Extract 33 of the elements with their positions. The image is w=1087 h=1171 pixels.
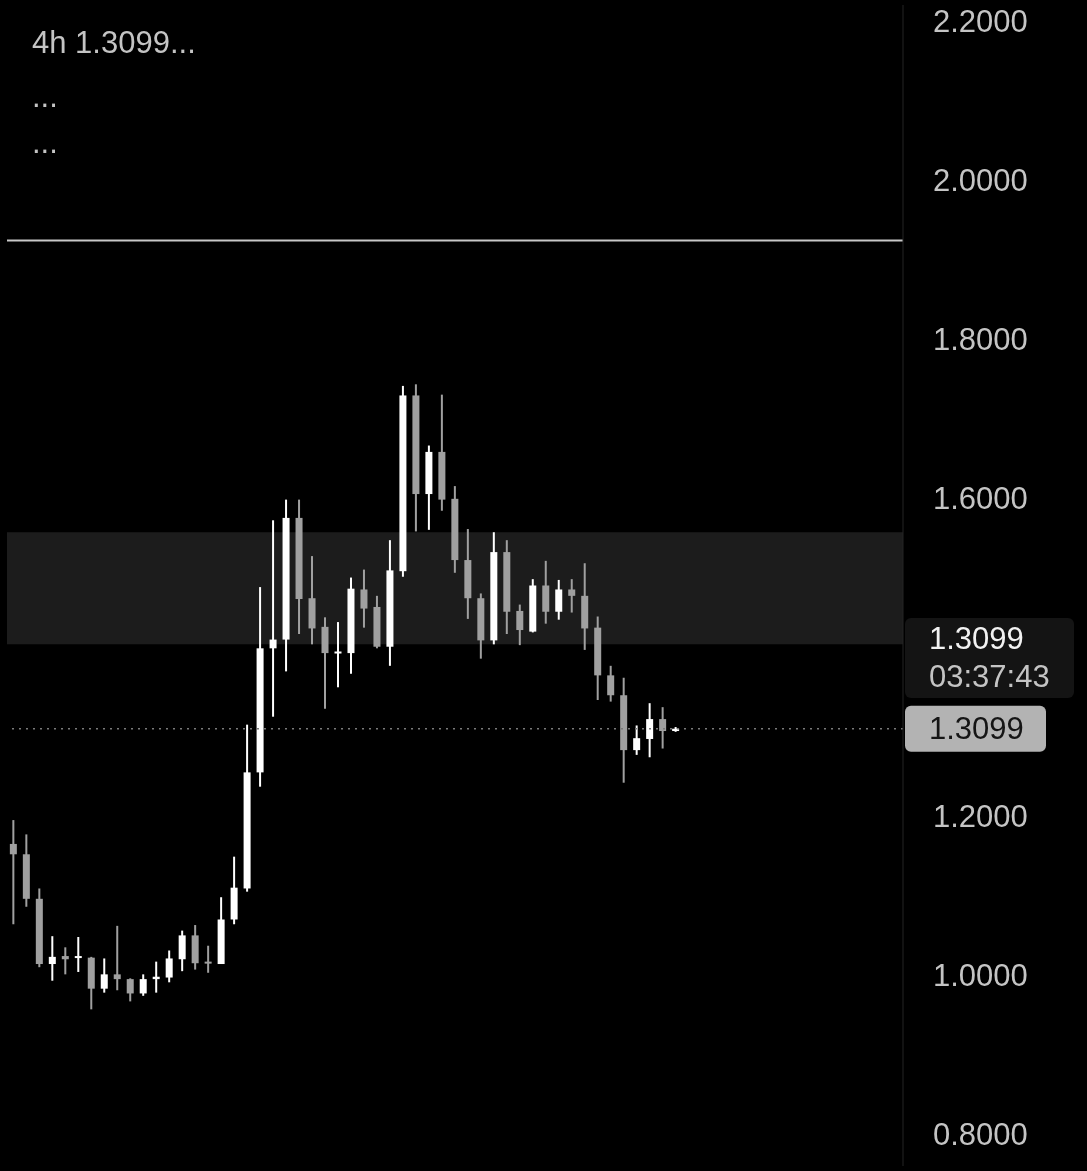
candlestick	[633, 724, 641, 756]
y-tick-label: 0.8000	[933, 1117, 1028, 1153]
candlestick	[568, 578, 576, 614]
candlestick	[74, 935, 82, 973]
candlestick	[178, 929, 186, 973]
candlestick	[204, 944, 212, 974]
y-tick-label: 1.2000	[933, 799, 1028, 835]
candlestick	[516, 603, 524, 647]
price-tag: 1.3099 03:37:43	[905, 617, 1074, 698]
candlestick	[61, 946, 69, 976]
candlestick	[165, 949, 173, 984]
ref-line-label: 1.3099	[929, 711, 1024, 747]
annotation: ...	[32, 78, 58, 116]
candlestick	[334, 621, 342, 689]
y-tick-label: 2.2000	[933, 3, 1028, 39]
y-tick-label: 1.6000	[933, 481, 1028, 517]
y-tick-label: 1.8000	[933, 321, 1028, 357]
candlestick	[607, 664, 615, 703]
text: 4h 1.3099...	[32, 24, 196, 62]
candlestick	[48, 935, 56, 982]
y-tick-label: 1.0000	[933, 958, 1028, 994]
candlestick	[659, 706, 667, 750]
candlestick	[269, 519, 277, 718]
y-tick-label: 2.0000	[933, 162, 1028, 198]
candlestick	[555, 578, 563, 621]
candlestick	[113, 924, 121, 992]
candlestick	[646, 702, 654, 759]
candlestick	[126, 977, 134, 1003]
annotation: ...	[32, 124, 58, 162]
candlestick	[360, 568, 368, 629]
candlestick	[9, 819, 17, 926]
candlestick	[100, 957, 108, 994]
candlestick	[139, 973, 147, 997]
